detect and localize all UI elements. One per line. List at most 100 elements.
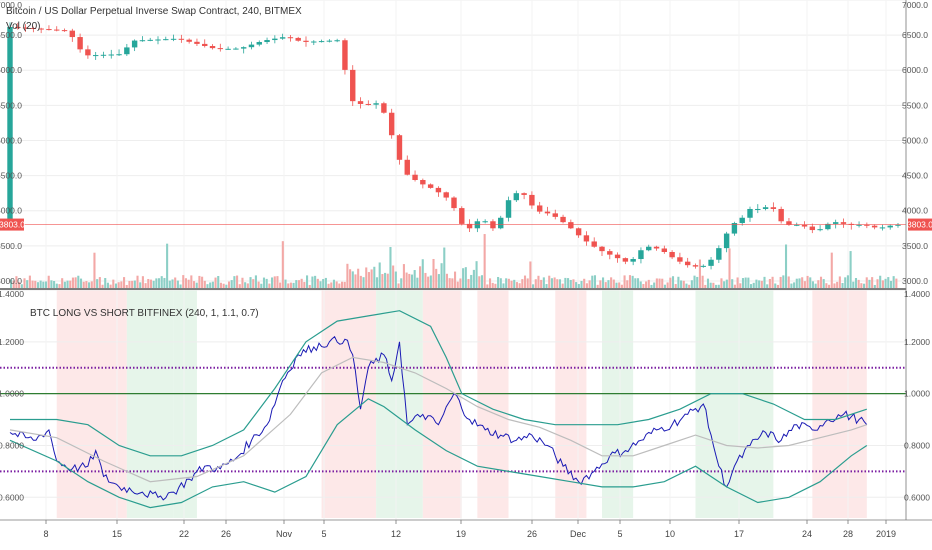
volume-bar [160, 276, 163, 288]
volume-bar [238, 284, 241, 288]
candle-body [871, 225, 878, 228]
volume-bar [809, 277, 812, 288]
volume-bar [10, 279, 13, 288]
volume-bar [246, 283, 249, 288]
price-badge-left: 3803.0 [0, 218, 25, 231]
volume-bar [750, 284, 753, 288]
volume-bar [704, 284, 707, 288]
volume-bar [733, 284, 736, 288]
candle-body [295, 37, 301, 41]
volume-bar [63, 281, 66, 288]
volume-bar [82, 281, 85, 288]
time-tick-4: Nov [276, 529, 293, 539]
volume-bar [114, 283, 118, 288]
volume-bar [628, 275, 631, 288]
volume-bar [18, 282, 21, 288]
volume-bar [454, 271, 457, 288]
candle-body [739, 217, 745, 224]
candle-body [778, 208, 784, 222]
volume-bar [892, 276, 895, 288]
volume-bar [214, 277, 217, 288]
volume-bar [680, 280, 683, 288]
candle-body [684, 261, 691, 266]
volume-bar [166, 243, 169, 288]
volume-bar [400, 278, 403, 288]
volume-bar [410, 274, 414, 288]
candle-body [427, 184, 434, 188]
volume-bar [499, 278, 502, 288]
indicator-tick-right-1: 1.2000 [904, 337, 930, 347]
indicator-tick-right-0: 1.4000 [904, 289, 930, 299]
indicator-title[interactable]: BTC LONG VS SHORT BITFINEX (240, 1, 1.1,… [30, 308, 259, 319]
volume-bar [330, 282, 333, 288]
volume-bar [728, 248, 731, 288]
volume-bar [136, 275, 139, 288]
volume-bar [790, 283, 793, 288]
volume-bar [96, 279, 99, 288]
volume-bar [841, 282, 844, 288]
volume-bar [271, 277, 274, 288]
volume-bar [819, 276, 823, 288]
volume-bar [435, 268, 438, 288]
volume-bar [362, 277, 365, 288]
volume-bar [768, 279, 771, 288]
upper-band-series [10, 310, 867, 457]
price-badge-right-bg [908, 218, 932, 231]
price-tick-right-5: 4500.0 [902, 171, 928, 181]
volume-bar [389, 246, 392, 288]
candle-body [607, 251, 613, 255]
volume-bar [518, 283, 521, 288]
volume-bar [741, 278, 745, 288]
candle-body [342, 40, 348, 70]
price-axis-labels: 7000.0 7000.0 6500.0 6500.0 6000.0 6000.0 5500… [0, 0, 928, 286]
volume-bar [580, 280, 583, 288]
candle-body [46, 29, 52, 31]
candle-body [85, 49, 91, 56]
volume-bar [155, 278, 158, 288]
volume-bar [203, 280, 206, 288]
volume-bar [71, 277, 74, 288]
candle-body [264, 40, 270, 43]
time-tick-2: 22 [179, 529, 189, 539]
candle-body [832, 222, 839, 224]
price-tick-left-6: 4000.0 [0, 206, 22, 216]
volume-bar [690, 280, 693, 288]
candle-body [529, 194, 535, 206]
volume-bar [262, 277, 266, 288]
price-tick-right-0: 7000.0 [902, 0, 928, 10]
volume-bar [373, 266, 376, 288]
volume-bar [195, 282, 198, 288]
volume-bar [771, 276, 774, 288]
volume-bar [828, 284, 831, 288]
main-chart-title[interactable]: Bitcoin / US Dollar Perpetual Inverse Sw… [6, 6, 302, 17]
candle-body [116, 54, 122, 56]
volume-bar [370, 269, 373, 288]
indicator-axis-labels: 1.4000 1.4000 1.2000 1.2000 1.0000 1.0000 0.80… [0, 289, 930, 502]
volume-bar [152, 280, 155, 288]
volume-bar [833, 283, 836, 288]
candle-body [677, 257, 683, 262]
candle-body [272, 38, 278, 41]
candle-body [482, 221, 488, 223]
candle-body [404, 159, 410, 175]
candle-body [599, 246, 605, 252]
volume-bar [534, 279, 537, 288]
indicator-tick-right-2: 1.0000 [904, 389, 930, 399]
volume-bar [168, 280, 171, 288]
volume-bar [593, 275, 597, 288]
time-tick-9: Dec [570, 529, 587, 539]
volume-bar [483, 234, 486, 288]
volume-bar [526, 278, 529, 288]
volume-indicator-label[interactable]: Vol (20) [6, 21, 40, 32]
time-tick-12: 17 [734, 529, 744, 539]
price-tick-right-3: 5500.0 [902, 100, 928, 110]
volume-bar [550, 278, 553, 288]
volume-bar [300, 278, 303, 288]
volume-bar [830, 252, 833, 288]
candle-body [147, 39, 153, 41]
volume-bar [620, 284, 623, 288]
candle-body [108, 54, 114, 56]
volume-bar [236, 275, 239, 288]
ratio-series [9, 335, 868, 501]
volume-bar [314, 275, 317, 288]
